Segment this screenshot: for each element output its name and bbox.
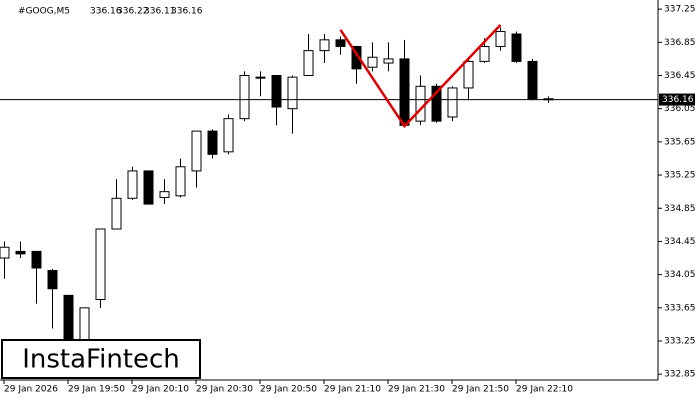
candle-body [287, 76, 298, 110]
candle-body [143, 170, 154, 205]
x-tick-label: 29 Jan 21:50 [452, 385, 509, 395]
y-tick-label: 334.05 [664, 270, 696, 280]
candle-body [191, 130, 202, 172]
header-value: 336.16 [90, 7, 122, 17]
candle-body [447, 87, 458, 118]
x-tick-label: 29 Jan 20:30 [196, 385, 253, 395]
y-tick-label: 336.45 [664, 71, 696, 81]
candle-body [271, 75, 282, 108]
candle-body [335, 39, 346, 47]
candle-body [527, 60, 538, 100]
candle-body [47, 269, 58, 290]
candle-body [495, 31, 506, 47]
x-tick-label: 29 Jan 19:50 [68, 385, 125, 395]
y-tick-label: 333.65 [664, 303, 696, 313]
candle-body [303, 50, 314, 77]
x-tick-label: 29 Jan 20:10 [132, 385, 189, 395]
y-tick-label: 336.05 [664, 104, 696, 114]
candle-body [127, 170, 138, 199]
candle-body [463, 60, 474, 89]
candle-body [207, 130, 218, 155]
candle-body [15, 250, 26, 255]
candle-body [511, 33, 522, 62]
candle-body [351, 45, 362, 70]
logo-box [1, 339, 201, 379]
candle-body [239, 75, 250, 120]
logo: InstaFintech [22, 345, 180, 375]
candle-body [319, 39, 330, 52]
candle-body [223, 118, 234, 153]
x-tick-label: 29 Jan 22:10 [516, 385, 573, 395]
y-tick-label: 334.85 [664, 204, 696, 214]
candle-body [255, 76, 266, 79]
y-tick-label: 332.85 [664, 370, 696, 380]
symbol: #GOOG,M5 [18, 7, 70, 17]
candle-body [399, 58, 410, 126]
x-tick-label: 29 Jan 21:10 [324, 385, 381, 395]
candle-body [431, 85, 442, 122]
y-tick-label: 337.25 [664, 5, 696, 15]
pattern-line [339, 24, 502, 129]
price-label: 336.16 [662, 95, 694, 105]
candle-body [383, 58, 394, 64]
candle-body [367, 56, 378, 68]
candle-body [95, 228, 106, 301]
x-tick-label: 29 Jan 20:50 [260, 385, 317, 395]
header-value: 336.16 [171, 7, 203, 17]
header-value: 336.11 [144, 7, 176, 17]
y-tick-label: 334.45 [664, 237, 696, 247]
candle-body [63, 294, 74, 346]
price-label-box [659, 93, 695, 106]
candle-body [31, 250, 42, 269]
candle-body [415, 85, 426, 122]
candle-body [0, 246, 10, 259]
x-tick-label: 29 Jan 21:30 [388, 385, 445, 395]
candle-body [159, 191, 170, 198]
candle-body [111, 197, 122, 230]
candle-body [175, 166, 186, 197]
header-value: 336.22 [117, 7, 149, 17]
y-tick-label: 333.25 [664, 337, 696, 347]
x-tick-label: 29 Jan 2026 [4, 385, 58, 395]
candle-body [479, 45, 490, 62]
y-tick-label: 335.25 [664, 171, 696, 181]
y-tick-label: 335.65 [664, 137, 696, 147]
y-tick-label: 336.85 [664, 38, 696, 48]
